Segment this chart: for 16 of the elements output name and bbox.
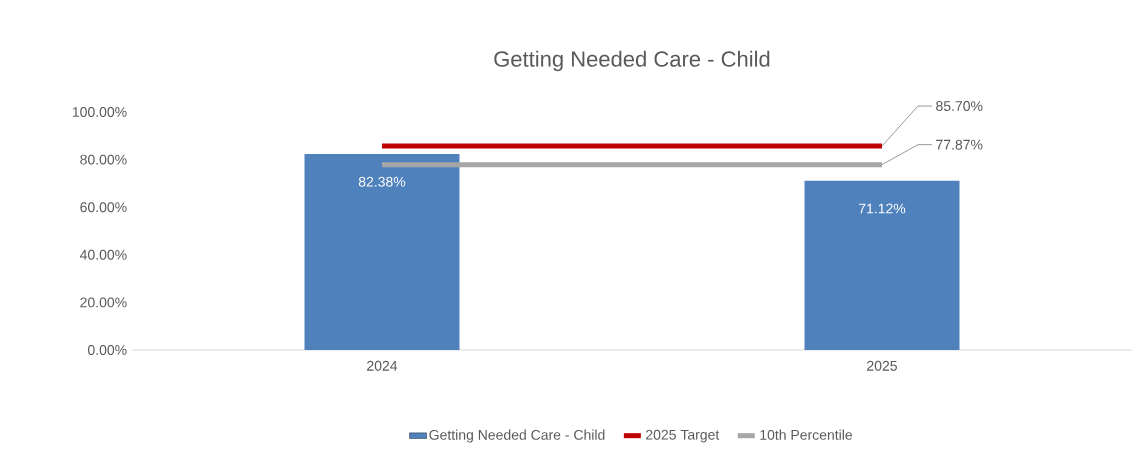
y-tick-label: 60.00% bbox=[80, 202, 127, 213]
y-tick-label: 80.00% bbox=[80, 154, 127, 165]
y-tick-label: 100.00% bbox=[72, 107, 127, 117]
y-tick-label: 40.00% bbox=[79, 249, 127, 260]
x-tick-label: 2024 bbox=[367, 360, 398, 371]
data-label: 85.70% bbox=[936, 101, 983, 111]
data-label: 82.38% bbox=[358, 176, 406, 187]
legend-label: 2025 Target bbox=[646, 429, 720, 443]
chart-title: Getting Needed Care - Child bbox=[494, 50, 770, 72]
data-label: 77.87% bbox=[936, 139, 983, 150]
y-tick-label: 20.00% bbox=[80, 297, 127, 308]
y-tick-label: 0.00% bbox=[87, 345, 127, 355]
legend-label: Getting Needed Care - Child bbox=[429, 429, 605, 443]
data-label: 71.12% bbox=[858, 203, 906, 214]
legend-label: 10th Percentile bbox=[760, 429, 853, 440]
x-tick-label: 2025 bbox=[867, 360, 897, 371]
